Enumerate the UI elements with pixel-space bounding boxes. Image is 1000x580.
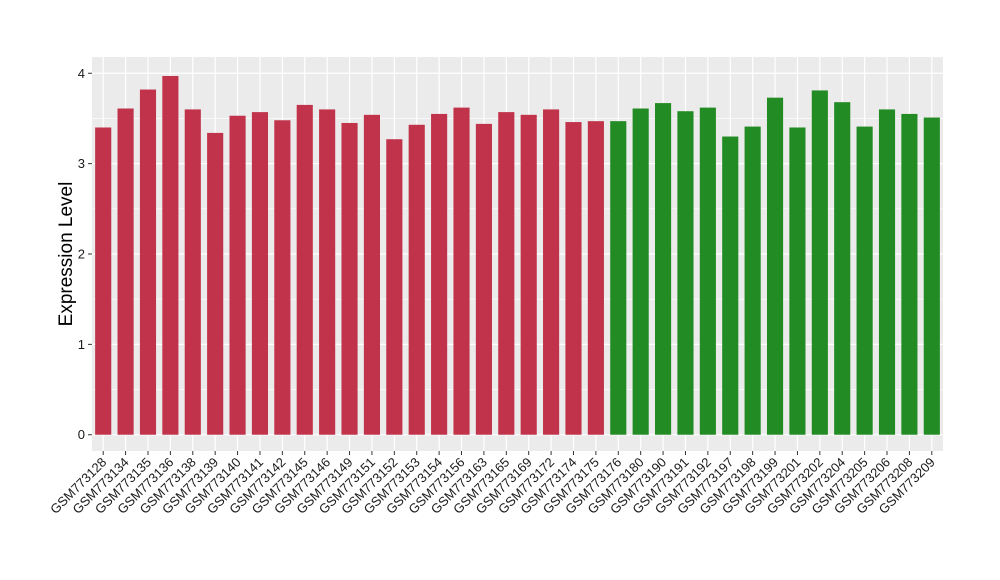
bar-GSM773142 [274,120,291,435]
y-axis-title: Expression Level [56,182,77,327]
bar-GSM773141 [251,112,269,435]
bar-GSM773205 [856,126,873,435]
bar-GSM773165 [498,112,515,435]
bar-GSM773145 [296,104,313,435]
bar-GSM773149 [341,122,358,435]
bar-GSM773202 [811,90,828,435]
y-tick-label: 3 [78,156,85,171]
y-tick-label: 4 [78,66,85,81]
bar-GSM773152 [386,139,403,435]
bar-GSM773192 [699,107,716,435]
bar-GSM773197 [722,136,739,435]
bar-GSM773139 [207,132,224,435]
bar-GSM773190 [655,103,672,435]
bars [95,75,940,435]
bar-GSM773199 [766,97,784,435]
bar-GSM773174 [565,122,582,435]
bar-GSM773138 [184,109,201,435]
bar-GSM773198 [744,126,761,435]
x-axis: GSM773128GSM773134GSM773135GSM773136GSM7… [47,451,938,517]
bar-GSM773140 [229,115,246,435]
bar-GSM773134 [117,108,134,435]
bar-GSM773136 [162,75,179,435]
y-axis: 0 1 2 3 4 [78,66,92,442]
bar-GSM773146 [319,109,336,435]
bar-GSM773175 [587,121,604,435]
bar-GSM773151 [363,114,380,435]
bar-GSM773209 [923,117,940,435]
bar-GSM773169 [520,114,537,435]
bar-GSM773201 [789,127,806,435]
bar-GSM773163 [475,123,492,435]
bar-GSM773208 [901,113,918,435]
bar-GSM773154 [431,113,448,435]
bar-GSM773176 [610,121,627,435]
bar-GSM773153 [408,124,425,435]
y-tick-label: 0 [78,427,85,442]
bar-GSM773172 [543,109,560,435]
bar-GSM773204 [834,102,851,435]
bar-GSM773135 [139,89,157,435]
bar-GSM773180 [632,108,649,435]
bar-GSM773191 [677,111,694,435]
y-tick-label: 2 [78,247,85,262]
bar-GSM773128 [95,127,112,435]
bar-GSM773206 [878,109,896,435]
y-tick-label: 1 [78,337,85,352]
bar-GSM773156 [453,107,470,435]
